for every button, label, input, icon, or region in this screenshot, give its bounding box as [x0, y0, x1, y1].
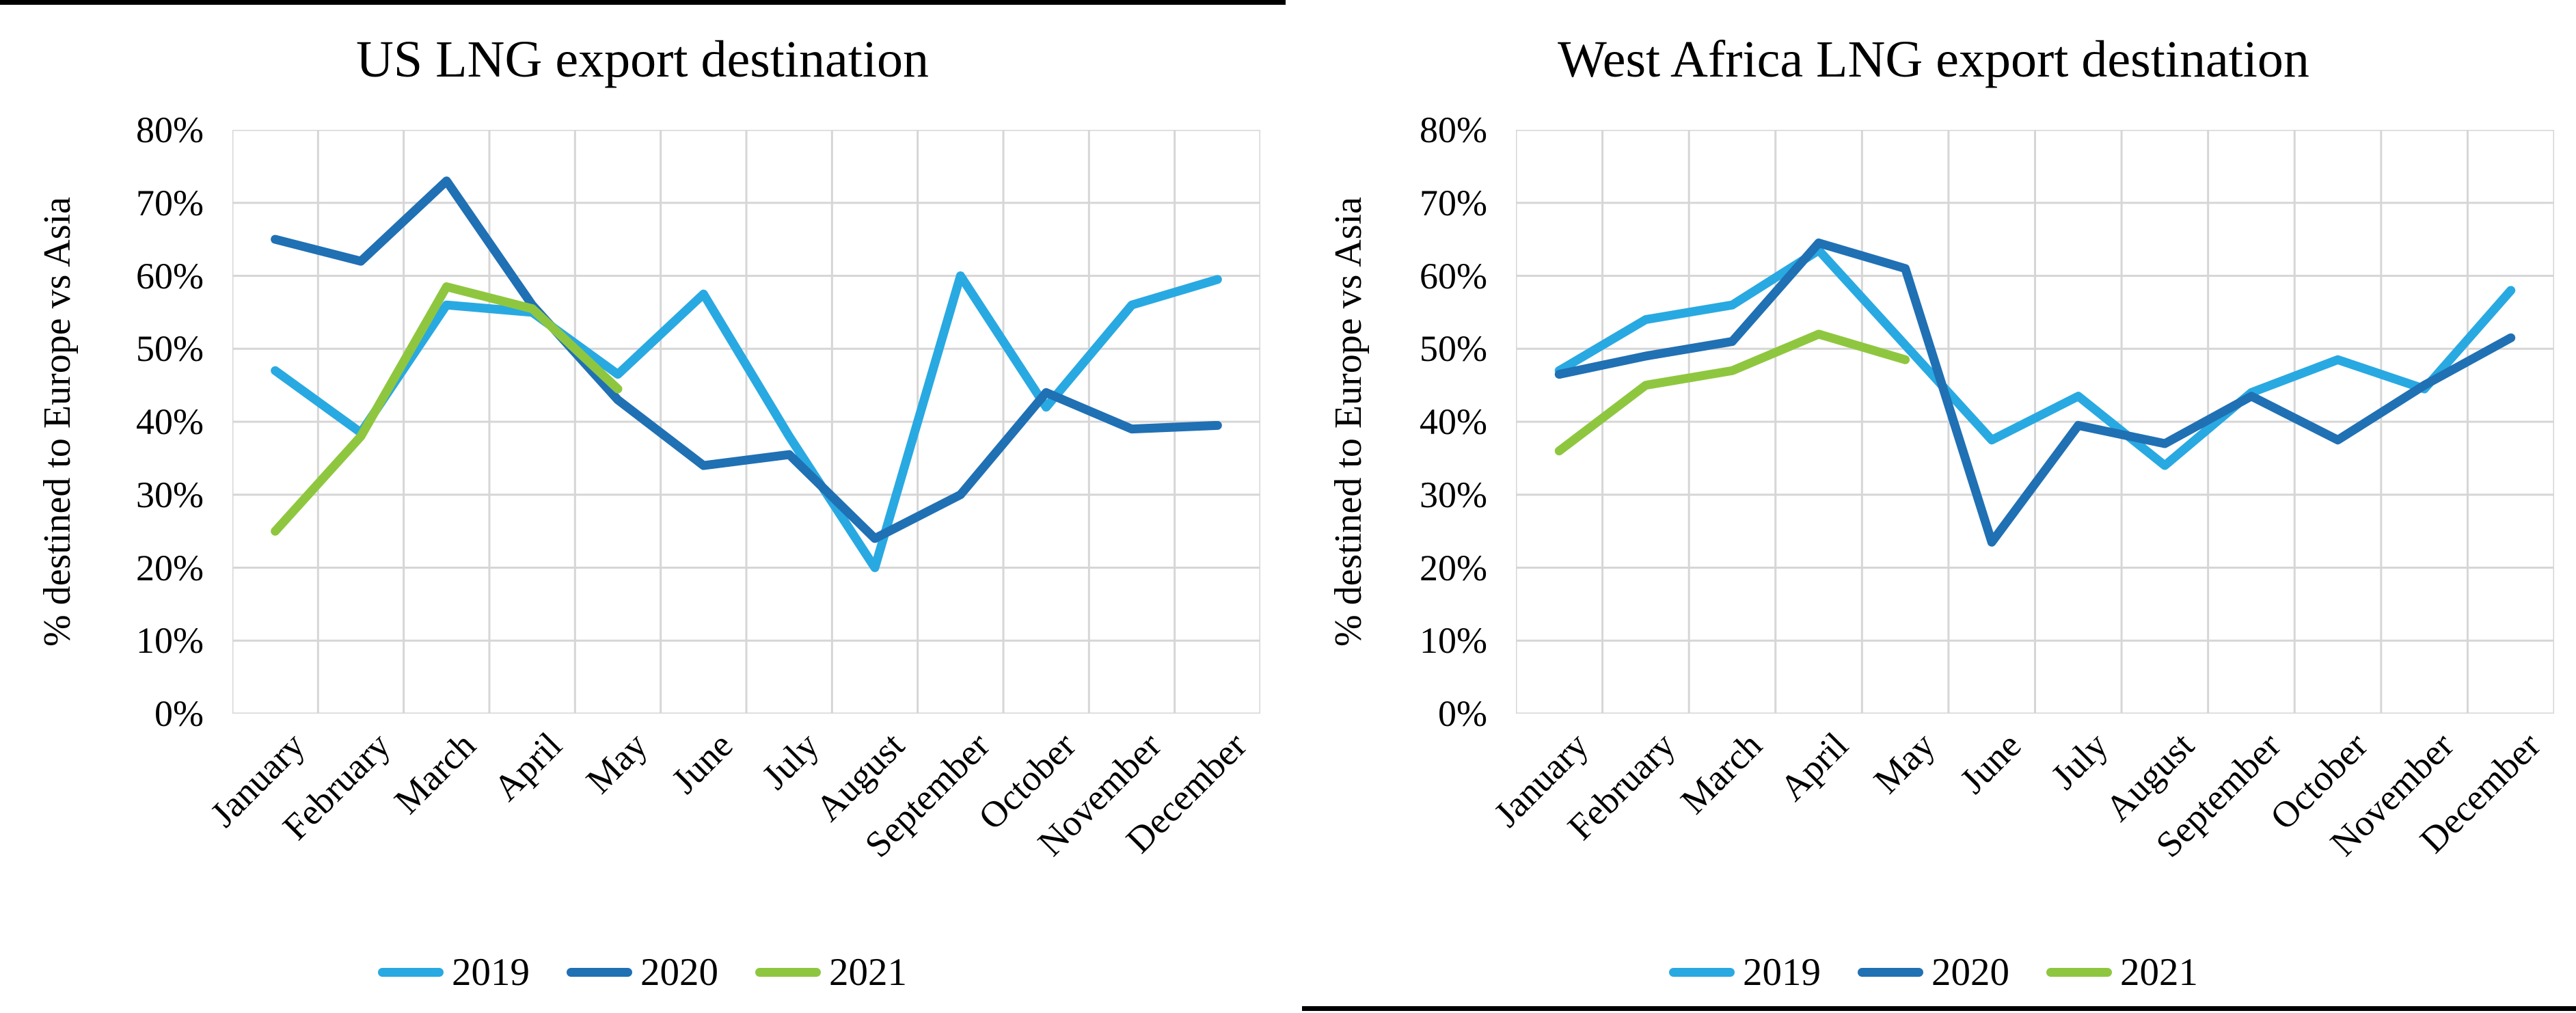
legend-label: 2021: [829, 951, 907, 994]
legend-line-swatch-2020: [1858, 968, 1923, 977]
x-tick-label: May: [578, 725, 655, 802]
legend-item: 2019: [1669, 950, 1821, 995]
chart-legend: 2019 2020 2021: [1291, 950, 2576, 995]
x-tick-label: June: [664, 725, 741, 802]
legend-label: 2020: [1931, 951, 2009, 994]
x-tick-label: June: [1952, 725, 2029, 802]
x-tick-label: July: [2043, 725, 2116, 798]
x-tick-label: March: [1672, 725, 1770, 822]
x-tick-label: May: [1865, 725, 1943, 802]
series-line-2019: [271, 271, 1222, 572]
gridlines: [232, 130, 1260, 714]
series-line-2021: [1554, 329, 1910, 456]
y-tick-label: 70%: [136, 182, 204, 224]
y-tick-label: 50%: [1420, 328, 1487, 370]
y-tick-label: 40%: [136, 401, 204, 442]
chart-legend: 2019 2020 2021: [0, 950, 1285, 995]
legend-label: 2019: [452, 951, 530, 994]
x-tick-label: April: [1772, 725, 1856, 809]
y-tick-label: 80%: [1420, 109, 1487, 150]
series-line-2020: [1554, 238, 2516, 547]
legend-line-swatch-2020: [567, 968, 632, 977]
y-tick-label: 80%: [136, 109, 204, 150]
top-border-line: [0, 0, 1286, 5]
y-tick-label: 60%: [1420, 255, 1487, 297]
x-tick-label: April: [485, 725, 570, 809]
y-tick-label: 60%: [136, 255, 204, 297]
y-tick-label: 10%: [1420, 620, 1487, 662]
y-tick-label: 20%: [136, 547, 204, 589]
legend-line-swatch-2019: [378, 968, 444, 977]
chart-title: West Africa LNG export destination: [1558, 31, 2309, 88]
y-tick-label: 70%: [1420, 182, 1487, 224]
legend-line-swatch-2021: [2046, 968, 2112, 977]
legend-line-swatch-2019: [1669, 968, 1735, 977]
y-tick-label: 30%: [136, 474, 204, 515]
legend-item: 2021: [755, 950, 907, 995]
x-tick-label: July: [754, 725, 827, 798]
us-lng-chart-panel: US LNG export destination % destined to …: [0, 0, 1285, 1013]
legend-line-swatch-2021: [755, 968, 821, 977]
legend-item: 2020: [567, 950, 718, 995]
legend-label: 2020: [640, 951, 718, 994]
y-tick-label: 30%: [1420, 474, 1487, 515]
y-tick-label: 50%: [136, 328, 204, 370]
series-line-2021: [271, 282, 623, 536]
series-line-2020: [271, 176, 1222, 543]
y-tick-label: 20%: [1420, 547, 1487, 589]
legend-item: 2020: [1858, 950, 2009, 995]
y-tick-label: 40%: [1420, 401, 1487, 442]
y-tick-label: 10%: [136, 620, 204, 662]
legend-item: 2021: [2046, 950, 2198, 995]
legend-item: 2019: [378, 950, 530, 995]
chart-title: US LNG export destination: [355, 31, 929, 88]
line-chart-plot: [232, 130, 1260, 714]
line-chart-plot: [1516, 130, 2554, 714]
bottom-border-line: [1302, 1006, 2576, 1011]
west-africa-lng-chart-panel: West Africa LNG export destination % des…: [1291, 0, 2576, 1013]
x-tick-label: March: [386, 725, 484, 822]
series-line-2019: [1554, 245, 2516, 470]
y-tick-label: 0%: [1438, 693, 1487, 734]
legend-label: 2019: [1743, 951, 1821, 994]
y-tick-label: 0%: [154, 693, 204, 734]
legend-label: 2021: [2120, 951, 2198, 994]
